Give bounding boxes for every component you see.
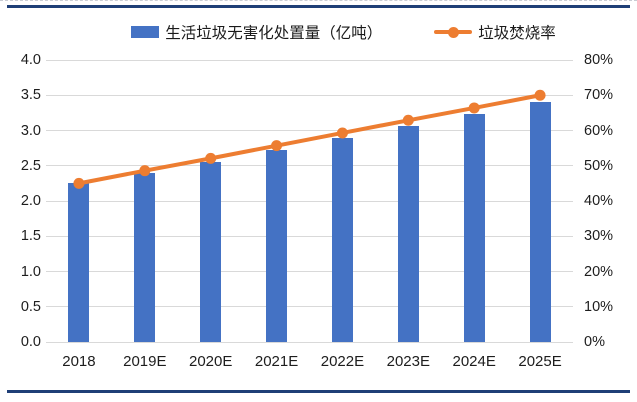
data-point-2023E xyxy=(402,114,414,126)
data-point-2024E xyxy=(468,102,480,114)
left-axis-tick: 0.0 xyxy=(20,334,41,350)
left-axis-tick: 4.0 xyxy=(20,52,41,68)
line-marker-icon xyxy=(447,26,459,38)
legend-line-label: 垃圾焚烧率 xyxy=(478,25,556,42)
left-axis-tick: 1.5 xyxy=(20,228,41,245)
x-axis-tick-2021E: 2021E xyxy=(254,353,299,370)
gridline xyxy=(46,94,573,96)
data-point-2025E xyxy=(534,89,546,101)
x-axis-tick-2020E: 2020E xyxy=(189,353,233,370)
right-axis-tick: 20% xyxy=(584,263,614,280)
plot-area xyxy=(46,59,573,343)
gridline xyxy=(46,200,573,202)
chart-legend: 生活垃圾无害化处置量（亿吨） 垃圾焚烧率 xyxy=(0,21,637,43)
data-point-2018 xyxy=(73,177,85,189)
top-border-rule xyxy=(7,5,630,8)
data-point-2020E xyxy=(205,152,217,164)
right-axis-tick: 80% xyxy=(584,52,614,68)
left-axis-tick: 3.5 xyxy=(20,87,41,104)
gridline xyxy=(46,235,573,237)
legend-item-line-series[interactable]: 垃圾焚烧率 xyxy=(434,21,556,43)
x-axis-tick-2019E: 2019E xyxy=(123,353,167,370)
right-axis-tick: 70% xyxy=(584,87,614,104)
bar-2018 xyxy=(68,183,90,342)
bottom-border-rule xyxy=(7,390,630,393)
x-axis-tick-2024E: 2024E xyxy=(452,353,496,370)
bar-2019E xyxy=(134,172,156,342)
bar-2023E xyxy=(397,125,419,342)
line-series xyxy=(73,89,546,189)
legend-bar-label: 生活垃圾无害化处置量（亿吨） xyxy=(165,25,383,42)
gridline xyxy=(46,341,573,343)
bar-2022E xyxy=(331,137,353,342)
left-axis-tick: 2.0 xyxy=(20,193,41,209)
right-axis-tick: 10% xyxy=(584,298,614,315)
gridline xyxy=(46,165,573,167)
x-axis-tick-2022E: 2022E xyxy=(320,353,365,370)
left-axis-tick: 2.5 xyxy=(20,157,41,174)
right-axis-tick: 30% xyxy=(584,228,614,245)
bar-2020E xyxy=(200,161,222,342)
left-axis-tick: 0.5 xyxy=(20,298,41,315)
top-dashed-divider xyxy=(0,0,637,1)
x-axis-tick-2025E: 2025E xyxy=(518,353,562,370)
bar-2024E xyxy=(463,113,485,342)
right-axis-tick: 50% xyxy=(584,157,614,174)
bar-2021E xyxy=(266,149,288,342)
data-point-2022E xyxy=(336,127,348,139)
data-point-2019E xyxy=(139,165,151,177)
x-axis-tick-2023E: 2023E xyxy=(386,353,430,370)
left-axis-tick: 3.0 xyxy=(20,122,41,139)
left-axis-tick: 1.0 xyxy=(20,263,41,280)
right-axis-tick: 0% xyxy=(584,334,605,350)
bar-2025E xyxy=(529,101,551,342)
bar-swatch-icon xyxy=(131,26,160,38)
rate-line xyxy=(78,93,541,186)
gridline xyxy=(46,271,573,272)
line-swatch-icon xyxy=(434,26,473,38)
right-axis-tick: 60% xyxy=(584,122,614,139)
gridline xyxy=(46,306,573,308)
right-axis-tick: 40% xyxy=(584,193,614,209)
gridline xyxy=(46,130,573,131)
x-axis-tick-2018: 2018 xyxy=(62,353,96,370)
gridline xyxy=(46,59,573,61)
legend-item-bar-series[interactable]: 生活垃圾无害化处置量（亿吨） xyxy=(131,21,382,43)
data-point-2021E xyxy=(271,140,283,152)
